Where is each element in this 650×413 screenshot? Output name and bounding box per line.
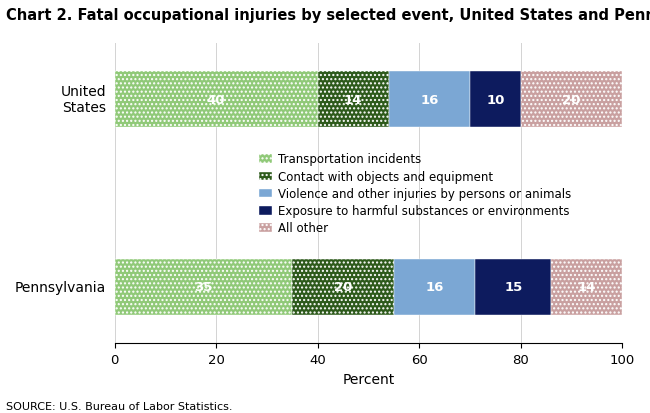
Text: 40: 40 — [207, 94, 226, 107]
Bar — [114, 72, 318, 128]
Bar — [551, 259, 623, 316]
Text: 35: 35 — [194, 281, 213, 294]
Text: 14: 14 — [344, 94, 363, 107]
Text: 14: 14 — [578, 281, 596, 294]
Text: 10: 10 — [486, 94, 504, 107]
Text: 15: 15 — [504, 281, 523, 294]
Bar — [114, 259, 292, 316]
Legend: Transportation incidents, Contact with objects and equipment, Violence and other: Transportation incidents, Contact with o… — [257, 153, 571, 234]
Bar — [394, 259, 475, 316]
Text: 20: 20 — [334, 281, 352, 294]
Text: Chart 2. Fatal occupational injuries by selected event, United States and Pennsy: Chart 2. Fatal occupational injuries by … — [6, 8, 650, 23]
Bar — [475, 259, 551, 316]
Text: 20: 20 — [562, 94, 581, 107]
Bar — [389, 72, 470, 128]
Text: SOURCE: U.S. Bureau of Labor Statistics.: SOURCE: U.S. Bureau of Labor Statistics. — [6, 401, 233, 411]
Bar — [521, 72, 623, 128]
X-axis label: Percent: Percent — [343, 372, 395, 386]
Text: 16: 16 — [425, 281, 444, 294]
Bar — [318, 72, 389, 128]
Bar — [292, 259, 394, 316]
Bar — [470, 72, 521, 128]
Text: 16: 16 — [421, 94, 439, 107]
